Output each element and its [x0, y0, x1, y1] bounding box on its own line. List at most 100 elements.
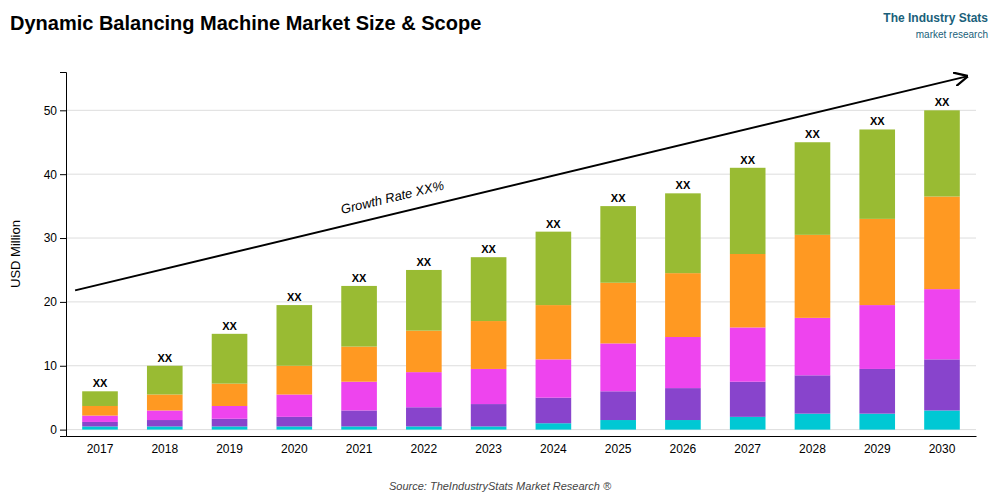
y-tick-mark — [60, 238, 66, 239]
background — [0, 0, 1000, 500]
x-tick-label: 2017 — [87, 442, 114, 456]
y-tick: 30 — [44, 231, 66, 245]
bar — [665, 273, 701, 337]
x-tick-label: 2029 — [864, 442, 891, 456]
bar — [147, 426, 183, 429]
bar — [536, 359, 572, 397]
bar — [795, 318, 831, 375]
bar-label: XX — [611, 192, 626, 204]
bar — [276, 366, 312, 395]
y-axis-line — [60, 73, 67, 437]
bar-labels: XXXXXXXXXXXXXXXXXXXXXXXXXXXX — [93, 96, 950, 389]
y-tick-mark — [60, 302, 66, 303]
x-tick: 2025 — [605, 442, 632, 456]
bar — [859, 219, 895, 305]
bar — [406, 407, 442, 426]
bar — [212, 406, 248, 419]
bar — [924, 359, 960, 410]
bar-label: XX — [157, 352, 172, 364]
chart-container: 0102030405020172018201920202021202220232… — [0, 0, 1000, 500]
bar — [924, 289, 960, 359]
x-tick-label: 2022 — [410, 442, 437, 456]
grid — [66, 110, 976, 429]
bar — [212, 419, 248, 427]
y-tick-mark — [60, 174, 66, 175]
bar — [341, 426, 377, 429]
x-tick: 2020 — [281, 442, 308, 456]
y-tick-label: 40 — [44, 168, 58, 182]
bar — [730, 327, 766, 381]
grid-line — [66, 174, 976, 175]
bar-label: XX — [481, 243, 496, 255]
bar — [859, 414, 895, 430]
bar — [665, 388, 701, 420]
bar — [276, 426, 312, 429]
bar-label: XX — [222, 320, 237, 332]
plot: 0102030405020172018201920202021202220232… — [44, 73, 977, 456]
y-tick-label: 10 — [44, 359, 58, 373]
x-axis: 2017201820192020202120222023202420252026… — [67, 437, 977, 456]
x-tick-label: 2018 — [151, 442, 178, 456]
bar-label: XX — [676, 179, 691, 191]
bar — [859, 129, 895, 218]
y-axis: 01020304050 — [44, 73, 67, 437]
bar — [212, 384, 248, 406]
bar — [795, 375, 831, 413]
bar — [341, 286, 377, 347]
bar — [600, 343, 636, 391]
x-tick: 2018 — [151, 442, 178, 456]
bar — [859, 369, 895, 414]
bar — [600, 283, 636, 344]
bar — [406, 270, 442, 331]
y-tick-label: 0 — [50, 423, 57, 437]
bar-label: XX — [870, 115, 885, 127]
bar-series — [82, 110, 960, 406]
y-tick-mark — [60, 430, 66, 431]
bar — [341, 410, 377, 426]
logo-subtext: market research — [916, 29, 988, 40]
bar — [147, 394, 183, 410]
bar — [730, 382, 766, 417]
bar — [406, 426, 442, 429]
bar — [82, 422, 118, 426]
bar — [536, 423, 572, 429]
bar — [730, 168, 766, 254]
bar — [212, 334, 248, 384]
x-tick: 2024 — [540, 442, 567, 456]
x-tick: 2030 — [929, 442, 956, 456]
bar — [82, 426, 118, 429]
bar — [276, 305, 312, 366]
bar — [276, 394, 312, 416]
x-tick: 2021 — [346, 442, 373, 456]
x-tick: 2029 — [864, 442, 891, 456]
bar — [600, 420, 636, 430]
bar — [665, 420, 701, 430]
grid-line — [66, 365, 976, 366]
logo-text: The Industry Stats — [883, 11, 988, 25]
y-tick: 0 — [50, 423, 66, 437]
bar — [341, 382, 377, 411]
x-tick-label: 2019 — [216, 442, 243, 456]
x-tick: 2028 — [799, 442, 826, 456]
bar — [147, 420, 183, 426]
bar — [859, 305, 895, 369]
y-tick-mark — [60, 366, 66, 367]
x-tick-label: 2024 — [540, 442, 567, 456]
grid-line — [66, 301, 976, 302]
bar — [536, 232, 572, 305]
x-tick: 2023 — [475, 442, 502, 456]
bar — [665, 193, 701, 273]
x-tick-label: 2027 — [734, 442, 761, 456]
bar-label: XX — [740, 154, 755, 166]
x-tick: 2027 — [734, 442, 761, 456]
bar — [82, 406, 118, 416]
bar — [795, 414, 831, 430]
bar — [406, 331, 442, 373]
x-tick-label: 2025 — [605, 442, 632, 456]
bar — [147, 366, 183, 395]
growth-label: Growth Rate XX% — [339, 178, 445, 217]
bar — [730, 254, 766, 327]
bar-label: XX — [93, 377, 108, 389]
bar-label: XX — [287, 291, 302, 303]
bar — [147, 410, 183, 420]
